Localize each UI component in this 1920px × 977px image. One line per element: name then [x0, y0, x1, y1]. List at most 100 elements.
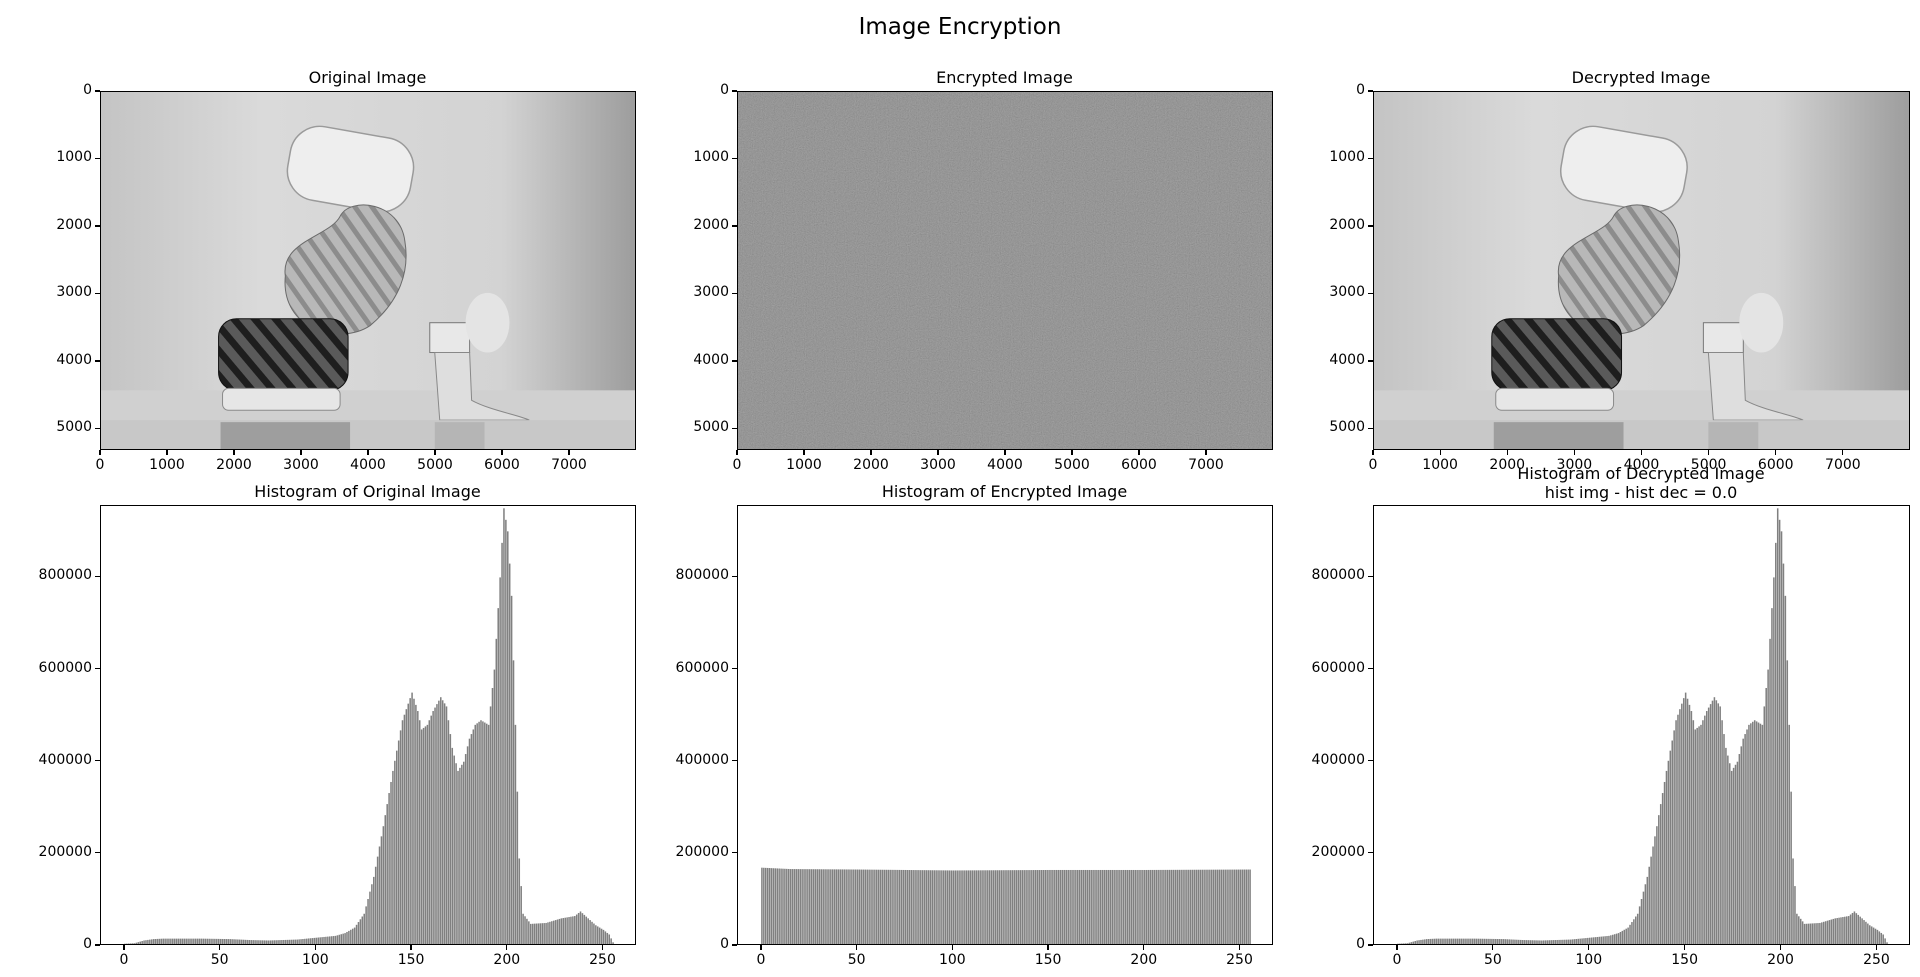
histogram-bar [1048, 869, 1050, 944]
histogram-bar [1821, 922, 1823, 944]
histogram-bar [1420, 939, 1422, 944]
histogram-bar [361, 916, 364, 944]
histogram-bar [1071, 869, 1073, 944]
histogram-bar [145, 940, 147, 944]
histogram-bar [887, 869, 890, 944]
y-tick-label: 0 [83, 82, 92, 98]
histogram-bar [1211, 869, 1213, 944]
histogram-bar [943, 870, 945, 944]
histogram-bar [533, 923, 536, 944]
histogram-bar [143, 940, 145, 944]
histogram-bar [950, 870, 953, 944]
histogram-bar [1721, 720, 1723, 944]
histogram-bar [1477, 938, 1480, 944]
histogram-bar [568, 917, 570, 944]
histogram-bar [1075, 869, 1077, 944]
histogram-bar [923, 870, 926, 944]
histogram-bar [240, 939, 243, 944]
histogram-bar [187, 938, 189, 944]
histogram-bar [359, 919, 362, 944]
histogram-bar [1629, 924, 1631, 944]
histogram-bar [1617, 933, 1620, 944]
histogram-bar [256, 940, 258, 944]
histogram-bar [1796, 913, 1798, 944]
histogram-bar [564, 917, 566, 944]
histogram-bar [1803, 923, 1806, 944]
histogram-bar [1673, 730, 1675, 944]
histogram-bar [1880, 932, 1883, 944]
histogram-bar [1729, 763, 1731, 944]
histogram-bar [967, 870, 970, 944]
histogram-bar [409, 698, 411, 944]
x-tick-label: 4000 [987, 457, 1023, 473]
histogram-bar [265, 940, 268, 944]
histogram-bar [1460, 938, 1463, 944]
original-histogram-title: Histogram of Original Image [254, 482, 481, 501]
histogram-bar [1713, 697, 1716, 944]
histogram-bar [181, 938, 184, 944]
histogram-bar [593, 923, 595, 944]
histogram-bar [476, 723, 478, 944]
histogram-bar [1207, 869, 1209, 944]
histogram-bar [1412, 941, 1415, 944]
histogram-bar [275, 940, 277, 944]
histogram-bar [575, 914, 578, 944]
y-tick-mark [95, 360, 100, 362]
histogram-bar [1610, 935, 1612, 944]
histogram-bar [273, 940, 276, 944]
y-tick-mark [1368, 667, 1373, 670]
histogram-bar [1019, 870, 1022, 944]
histogram-bar [1452, 938, 1455, 944]
histogram-bar [489, 706, 492, 944]
y-tick-label: 400000 [38, 751, 92, 768]
histogram-bar [1151, 869, 1154, 944]
histogram-bar [541, 923, 544, 944]
histogram-bar [1575, 939, 1578, 944]
histogram-bar [885, 869, 888, 944]
histogram-bar [237, 939, 239, 944]
histogram-bar [376, 856, 379, 944]
histogram-bar [766, 867, 769, 944]
histogram-bar [191, 938, 193, 944]
histogram-bar [325, 936, 327, 944]
histogram-bar [1606, 936, 1608, 944]
x-tick-label: 100 [301, 952, 329, 968]
histogram-bar [1069, 869, 1071, 944]
histogram-bar [604, 931, 607, 944]
histogram-bar [1512, 939, 1514, 944]
histogram-bar [1675, 720, 1677, 944]
histogram-bar [1815, 923, 1817, 944]
histogram-bar [1633, 919, 1635, 944]
histogram-bar [198, 938, 201, 944]
histogram-bar [1847, 916, 1850, 944]
x-tick-mark [1588, 945, 1590, 950]
histogram-bar [833, 869, 836, 944]
y-tick-label: 3000 [693, 284, 729, 301]
histogram-bar [1055, 869, 1058, 944]
histogram-bar [1209, 869, 1211, 944]
y-tick-mark [1368, 944, 1373, 946]
histogram-bar [973, 870, 976, 944]
histogram-bar [131, 943, 134, 944]
histogram-bar [1730, 770, 1733, 944]
histogram-bar [981, 870, 983, 944]
histogram-bar [193, 938, 195, 944]
histogram-bar [812, 869, 815, 944]
y-tick-label: 800000 [675, 567, 729, 584]
histogram-bar [1798, 916, 1800, 944]
histogram-bar [166, 938, 168, 944]
histogram-bar [1759, 723, 1762, 944]
x-tick-label: 50 [210, 952, 229, 968]
histogram-bar [290, 939, 293, 944]
histogram-bar [1063, 869, 1066, 944]
histogram-bar [168, 938, 170, 944]
histogram-bar [900, 869, 903, 944]
encrypted-histogram-plot [761, 867, 1251, 944]
histogram-bar [598, 927, 601, 944]
histogram-bar [975, 870, 978, 944]
histogram-bar [217, 938, 220, 944]
x-tick-mark [803, 450, 805, 455]
histogram-bar [1061, 869, 1064, 944]
histogram-bar [1439, 938, 1441, 944]
x-tick-label: 0 [732, 457, 742, 473]
